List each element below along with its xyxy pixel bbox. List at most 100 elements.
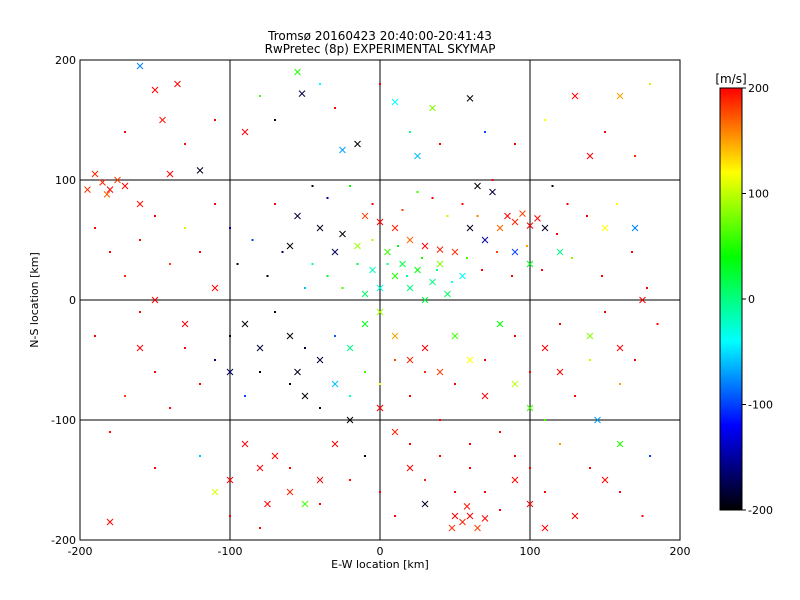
data-point-dot bbox=[454, 491, 456, 493]
data-point-x bbox=[541, 224, 549, 232]
data-point-x bbox=[84, 186, 91, 193]
data-point-x bbox=[586, 332, 594, 340]
data-point-dot bbox=[289, 383, 291, 385]
data-point-x bbox=[421, 500, 429, 508]
data-point-x bbox=[631, 224, 639, 232]
data-point-x bbox=[594, 416, 601, 424]
data-point-x bbox=[346, 344, 354, 352]
data-point-x bbox=[414, 152, 421, 160]
data-point-x bbox=[511, 218, 519, 226]
data-point-dot bbox=[349, 395, 351, 397]
data-point-x bbox=[466, 512, 474, 520]
data-point-dot bbox=[371, 203, 374, 205]
data-point-x bbox=[511, 476, 519, 484]
data-point-x bbox=[286, 488, 294, 496]
data-point-dot bbox=[251, 239, 254, 241]
data-point-dot bbox=[394, 515, 396, 517]
data-point-dot bbox=[409, 131, 411, 133]
data-point-dot bbox=[326, 197, 329, 199]
data-point-dot bbox=[451, 281, 453, 283]
data-point-dot bbox=[476, 215, 479, 217]
colorbar-tick-label: -200 bbox=[748, 504, 773, 517]
data-point-dot bbox=[469, 467, 471, 469]
y-tick-label: -100 bbox=[51, 414, 76, 427]
data-point-x bbox=[114, 176, 121, 184]
data-point-dot bbox=[319, 503, 321, 505]
x-tick-label: -100 bbox=[218, 545, 243, 558]
data-point-dot bbox=[139, 239, 141, 241]
data-point-x bbox=[534, 215, 541, 222]
data-point-x bbox=[316, 356, 324, 364]
data-point-x bbox=[166, 170, 174, 178]
data-point-dot bbox=[526, 245, 528, 247]
data-point-dot bbox=[184, 143, 186, 145]
data-point-dot bbox=[544, 419, 546, 421]
data-point-dot bbox=[416, 191, 419, 193]
data-point-x bbox=[451, 512, 459, 520]
data-point-x bbox=[391, 428, 399, 436]
data-point-x bbox=[316, 476, 324, 484]
data-point-dot bbox=[266, 275, 269, 277]
data-point-dot bbox=[431, 197, 434, 199]
data-point-x bbox=[271, 452, 279, 460]
data-point-x bbox=[136, 62, 144, 70]
data-point-dot bbox=[469, 443, 471, 445]
x-axis-label: E-W location [km] bbox=[331, 558, 429, 571]
colorbar-tick-label: -100 bbox=[748, 399, 773, 412]
data-point-dot bbox=[619, 491, 621, 493]
data-point-x bbox=[361, 290, 369, 298]
data-point-dot bbox=[514, 455, 516, 457]
data-point-x bbox=[256, 344, 264, 352]
data-point-x bbox=[414, 266, 421, 274]
data-point-x bbox=[361, 212, 369, 220]
data-point-dot bbox=[109, 431, 111, 433]
data-point-x bbox=[489, 188, 496, 196]
data-point-x bbox=[639, 296, 646, 304]
data-point-x bbox=[601, 476, 609, 484]
data-point-x bbox=[436, 260, 444, 268]
data-point-dot bbox=[169, 263, 171, 265]
data-point-x bbox=[136, 200, 144, 208]
data-point-dot bbox=[529, 371, 531, 373]
data-point-dot bbox=[311, 185, 314, 187]
data-point-dot bbox=[514, 335, 516, 337]
data-point-dot bbox=[154, 215, 156, 217]
data-point-dot bbox=[109, 251, 111, 253]
data-point-x bbox=[376, 284, 384, 292]
data-point-x bbox=[376, 404, 384, 412]
data-point-dot bbox=[214, 359, 216, 361]
data-point-dot bbox=[649, 83, 651, 85]
data-point-x bbox=[399, 260, 406, 268]
data-point-x bbox=[526, 404, 534, 412]
data-point-x bbox=[463, 503, 471, 510]
data-point-x bbox=[339, 146, 346, 154]
data-point-dot bbox=[556, 233, 558, 235]
data-point-dot bbox=[236, 263, 239, 265]
data-point-dot bbox=[274, 203, 276, 205]
data-point-x bbox=[376, 218, 384, 226]
data-point-dot bbox=[589, 467, 591, 469]
data-point-dot bbox=[496, 251, 498, 253]
data-point-dot bbox=[461, 203, 464, 205]
x-tick-label: -200 bbox=[68, 545, 93, 558]
data-point-dot bbox=[571, 257, 573, 259]
data-point-x bbox=[331, 380, 339, 388]
data-point-x bbox=[526, 222, 534, 229]
data-point-dot bbox=[646, 287, 648, 289]
data-point-x bbox=[159, 116, 166, 124]
data-point-dot bbox=[326, 275, 329, 277]
data-point-dot bbox=[439, 143, 441, 145]
colorbar-gradient bbox=[719, 87, 743, 511]
data-point-x bbox=[211, 488, 219, 496]
data-point-dot bbox=[634, 359, 636, 361]
data-point-x bbox=[339, 230, 346, 238]
data-point-x bbox=[496, 224, 504, 232]
colorbar-tick-label: 0 bbox=[748, 293, 755, 306]
data-point-x bbox=[226, 476, 234, 484]
y-tick-label: 100 bbox=[55, 174, 76, 187]
data-point-x bbox=[106, 518, 114, 526]
data-point-dot bbox=[229, 335, 231, 337]
data-point-dot bbox=[499, 509, 501, 511]
data-point-x bbox=[406, 464, 414, 472]
data-point-dot bbox=[589, 359, 591, 361]
